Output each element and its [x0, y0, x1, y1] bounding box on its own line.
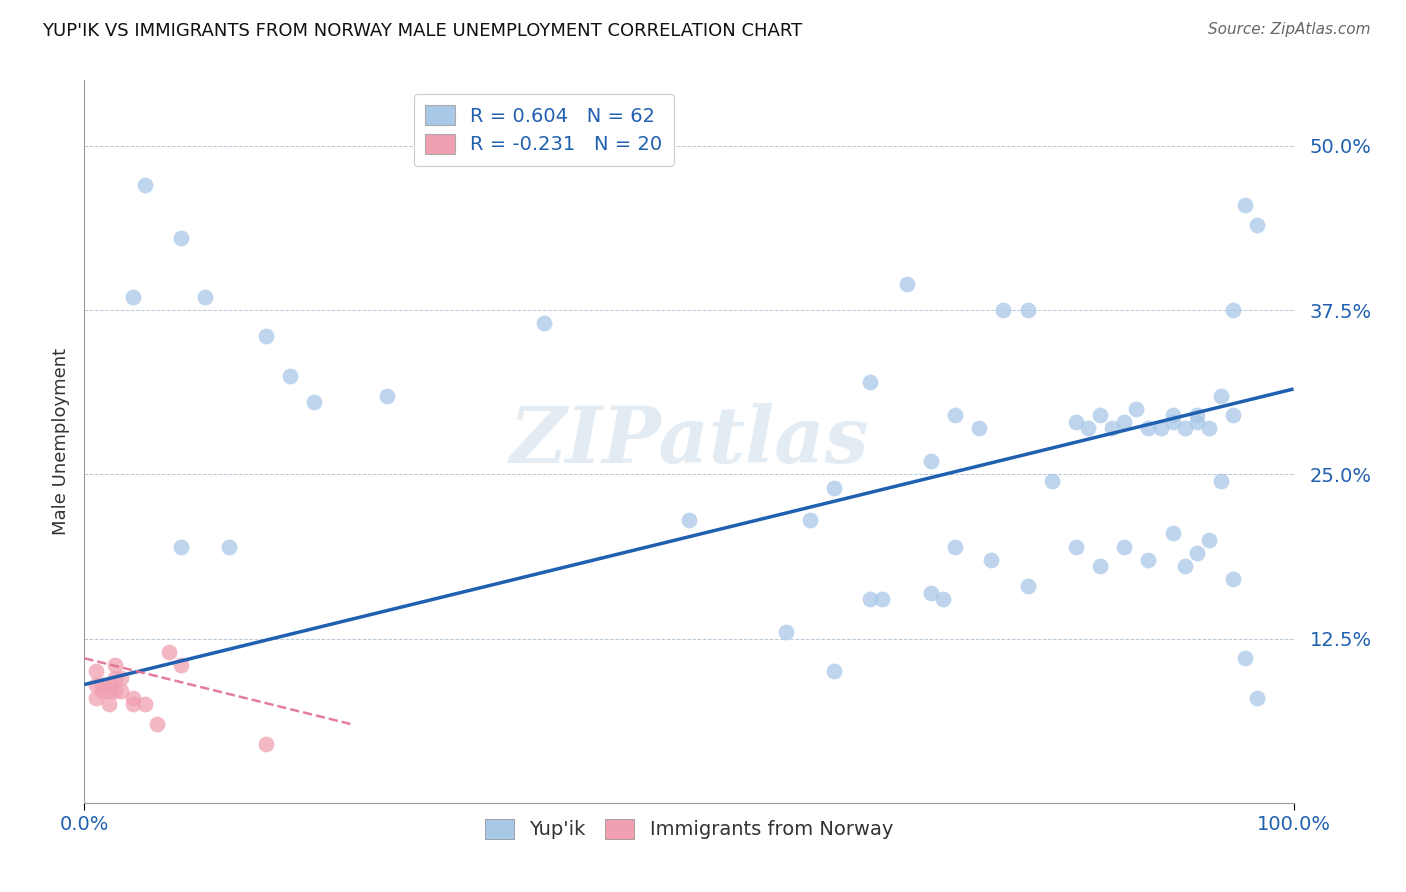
Point [91, 677, 114, 691]
Legend: Yup'ik, Immigrants from Norway: Yup'ik, Immigrants from Norway [477, 811, 901, 847]
Point [104, 671, 127, 685]
Point [1017, 303, 1039, 318]
Point [170, 657, 193, 672]
Point [104, 657, 127, 672]
Point [254, 737, 277, 751]
Point [91, 684, 114, 698]
Point [1185, 409, 1208, 423]
Point [1234, 198, 1257, 212]
Point [1222, 409, 1244, 423]
Point [859, 592, 882, 607]
Point [1161, 415, 1184, 429]
Point [533, 316, 555, 330]
Text: ZIPatlas: ZIPatlas [509, 403, 869, 480]
Point [1161, 409, 1184, 423]
Point [194, 290, 217, 304]
Point [121, 290, 143, 304]
Point [1137, 421, 1160, 435]
Point [1161, 526, 1184, 541]
Point [943, 540, 966, 554]
Point [1114, 415, 1136, 429]
Point [1064, 415, 1087, 429]
Point [799, 513, 821, 527]
Point [823, 665, 845, 679]
Point [920, 454, 942, 468]
Point [170, 540, 193, 554]
Point [121, 690, 143, 705]
Point [967, 421, 990, 435]
Point [302, 395, 325, 409]
Point [1209, 474, 1232, 488]
Point [97, 677, 120, 691]
Point [678, 513, 700, 527]
Point [1222, 303, 1244, 318]
Point [1185, 415, 1208, 429]
Point [157, 645, 180, 659]
Point [1198, 421, 1220, 435]
Point [1246, 218, 1268, 232]
Point [823, 481, 845, 495]
Point [1209, 388, 1232, 402]
Text: YUP'IK VS IMMIGRANTS FROM NORWAY MALE UNEMPLOYMENT CORRELATION CHART: YUP'IK VS IMMIGRANTS FROM NORWAY MALE UN… [42, 22, 803, 40]
Point [134, 178, 156, 193]
Point [1101, 421, 1123, 435]
Point [104, 684, 127, 698]
Point [86, 677, 108, 691]
Point [920, 585, 942, 599]
Point [134, 698, 156, 712]
Point [775, 625, 797, 640]
Point [1234, 651, 1257, 665]
Point [254, 329, 277, 343]
Point [1017, 579, 1039, 593]
Point [170, 231, 193, 245]
Point [121, 698, 143, 712]
Point [1222, 573, 1244, 587]
Point [1088, 559, 1111, 574]
Point [1114, 540, 1136, 554]
Point [278, 368, 301, 383]
Point [110, 671, 132, 685]
Point [896, 277, 918, 291]
Point [86, 690, 108, 705]
Point [1174, 421, 1197, 435]
Point [1064, 540, 1087, 554]
Point [872, 592, 894, 607]
Point [1088, 409, 1111, 423]
Point [1246, 690, 1268, 705]
Point [97, 684, 120, 698]
Point [859, 376, 882, 390]
Point [86, 665, 108, 679]
Point [218, 540, 240, 554]
Point [1149, 421, 1171, 435]
Point [932, 592, 955, 607]
Text: Source: ZipAtlas.com: Source: ZipAtlas.com [1208, 22, 1371, 37]
Point [375, 388, 398, 402]
Point [943, 409, 966, 423]
Point [1185, 546, 1208, 560]
Point [97, 698, 120, 712]
Point [1077, 421, 1099, 435]
Point [110, 684, 132, 698]
Point [1174, 559, 1197, 574]
Point [1125, 401, 1147, 416]
Point [146, 717, 169, 731]
Point [1040, 474, 1063, 488]
Point [993, 303, 1015, 318]
Y-axis label: Male Unemployment: Male Unemployment [52, 348, 70, 535]
Point [1198, 533, 1220, 547]
Point [1137, 553, 1160, 567]
Point [980, 553, 1002, 567]
